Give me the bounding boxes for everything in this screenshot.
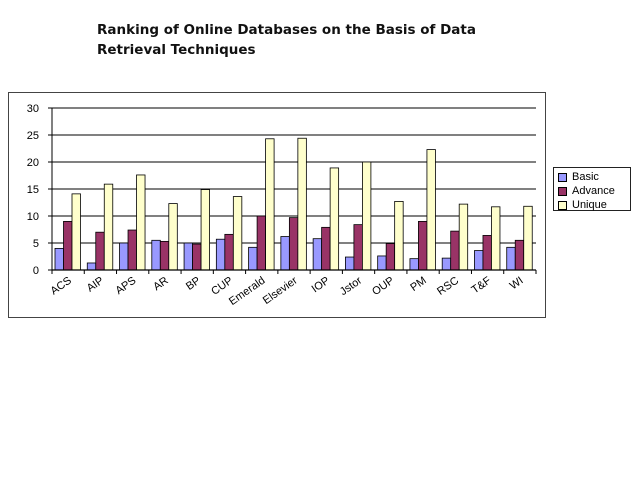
legend-item-advance: Advance <box>558 184 630 198</box>
x-category-label: APS <box>113 275 138 297</box>
x-category-label: PM <box>408 275 428 294</box>
bar-basic-acs <box>54 247 64 271</box>
bar-unique-aps <box>136 174 146 271</box>
bar-advance-aps <box>127 229 137 271</box>
bar-basic-elsevier <box>280 236 290 271</box>
legend-item-basic: Basic <box>558 170 630 184</box>
bar-unique-rsc <box>458 203 469 271</box>
bar-unique-jstor <box>361 161 372 271</box>
x-category-label: IOP <box>310 275 332 296</box>
bar-unique-cup <box>232 196 243 271</box>
bar-advance-jstor <box>353 224 363 271</box>
x-category-label: ACS <box>48 275 73 298</box>
bar-advance-rsc <box>450 230 460 271</box>
y-tick-label: 15 <box>27 184 39 196</box>
legend-swatch-advance <box>558 186 567 196</box>
y-tick-label: 5 <box>33 238 39 250</box>
bar-advance-tf <box>482 235 492 271</box>
bar-advance-elsevier <box>288 217 299 271</box>
x-category-label: Jstor <box>338 274 365 298</box>
bar-advance-cup <box>224 233 234 271</box>
bar-unique-iop <box>329 167 340 271</box>
bar-advance-ar <box>159 240 170 271</box>
bar-unique-bp <box>200 189 210 271</box>
legend-item-unique: Unique <box>558 198 630 212</box>
x-category-label: T&F <box>469 274 493 296</box>
x-category-label: RSC <box>435 275 461 298</box>
y-tick-label: 20 <box>27 157 39 169</box>
bar-basic-aip <box>86 262 97 271</box>
bar-advance-aip <box>95 231 105 271</box>
y-tick-label: 25 <box>27 130 39 142</box>
bar-advance-acs <box>63 220 73 271</box>
y-tick-label: 30 <box>27 103 39 115</box>
x-category-label: Emerald <box>227 275 267 308</box>
bar-unique-ar <box>168 203 178 271</box>
bar-basic-iop <box>312 238 323 271</box>
bar-advance-pm <box>418 220 428 271</box>
bar-basic-aps <box>119 242 129 271</box>
bar-unique-tf <box>491 206 501 271</box>
x-category-label: Elsevier <box>261 274 300 306</box>
x-category-label: AIP <box>85 275 106 295</box>
chart-title: Ranking of Online Databases on the Basis… <box>97 20 477 60</box>
bar-basic-bp <box>183 242 193 271</box>
x-category-label: BP <box>184 275 203 293</box>
legend-label-basic: Basic <box>572 171 599 183</box>
legend-label-advance: Advance <box>572 185 615 197</box>
chart-legend: Basic Advance Unique <box>553 167 631 211</box>
bar-basic-cup <box>215 238 226 271</box>
legend-swatch-unique <box>558 200 567 210</box>
bar-unique-elsevier <box>297 137 307 271</box>
legend-swatch-basic <box>558 172 567 182</box>
bar-unique-acs <box>71 193 81 271</box>
x-category-label: WI <box>508 275 526 293</box>
bar-unique-emerald <box>265 138 275 271</box>
bar-advance-bp <box>192 243 202 271</box>
bar-basic-wi <box>506 246 516 271</box>
bar-basic-ar <box>151 239 161 271</box>
x-category-label: OUP <box>370 275 396 299</box>
y-tick-label: 0 <box>33 265 39 277</box>
bar-unique-oup <box>394 201 404 271</box>
chart-title-line-1: Ranking of Online Databases on the Basis… <box>97 22 476 38</box>
y-tick-label: 10 <box>27 211 39 223</box>
bar-advance-iop <box>321 226 331 271</box>
legend-label-unique: Unique <box>572 199 607 211</box>
chart-area: 0 5 10 15 20 25 30 ACS AIP APS AR BP CUP Emerald Elsev… <box>8 92 546 318</box>
bar-basic-jstor <box>344 256 355 271</box>
bar-basic-oup <box>377 255 387 271</box>
bar-basic-emerald <box>248 246 258 271</box>
bar-basic-tf <box>474 250 484 271</box>
bar-advance-emerald <box>256 215 267 271</box>
bar-unique-aip <box>103 183 114 271</box>
bar-advance-wi <box>514 239 525 271</box>
bar-unique-wi <box>523 205 533 271</box>
bar-basic-pm <box>409 258 419 271</box>
bar-unique-pm <box>426 149 436 271</box>
bar-basic-rsc <box>441 257 452 271</box>
x-category-label: AR <box>151 275 170 294</box>
chart-title-line-2: Retrieval Techniques <box>97 42 256 58</box>
bar-advance-oup <box>385 243 396 271</box>
